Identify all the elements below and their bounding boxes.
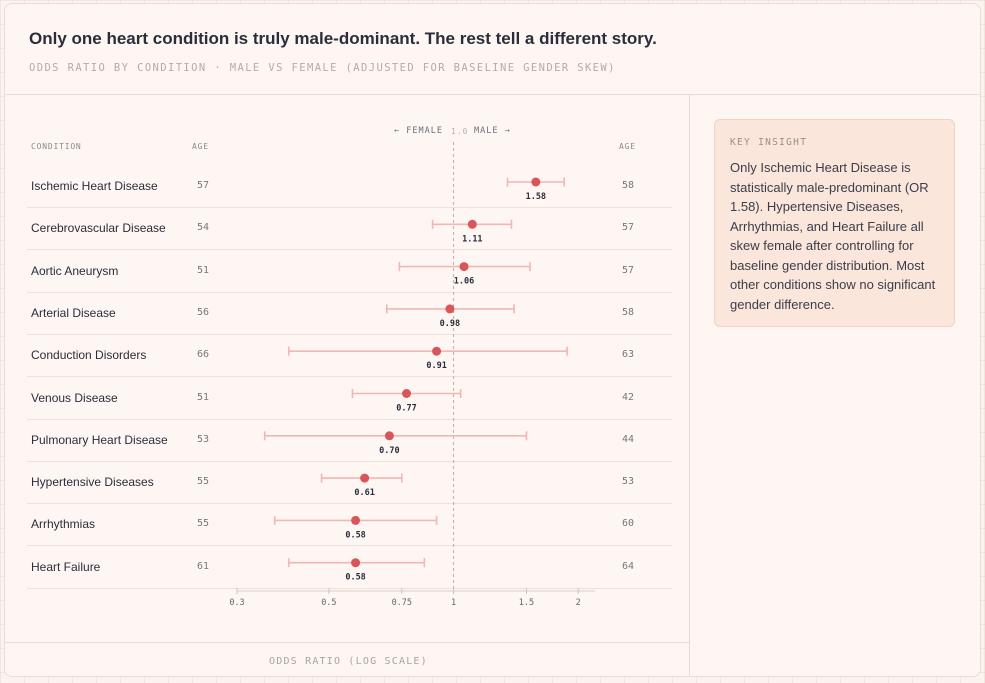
odds-ratio-label: 0.58 <box>345 530 365 540</box>
chart-subtitle: ODDS RATIO BY CONDITION · MALE VS FEMALE… <box>29 62 616 74</box>
age-female-column-header: AGE <box>192 142 209 151</box>
odds-ratio-label: 0.58 <box>345 573 365 583</box>
condition-row: Hypertensive Diseases 55 53 <box>27 461 672 505</box>
condition-name: Ischemic Heart Disease <box>31 179 158 193</box>
x-tick-label: 2 <box>576 598 581 608</box>
odds-ratio-label: 0.98 <box>440 319 460 329</box>
condition-name: Arrhythmias <box>31 517 96 532</box>
age-female-value: 55 <box>197 518 210 530</box>
age-male-column-header: AGE <box>619 142 636 151</box>
odds-ratio-point <box>432 346 442 356</box>
condition-name: Arterial Disease <box>31 305 116 320</box>
age-female-value: 54 <box>197 222 210 234</box>
age-male-value: 53 <box>622 476 635 488</box>
condition-name: Cerebrovascular Disease <box>31 221 166 236</box>
condition-row: Ischemic Heart Disease 57 58 <box>27 165 672 208</box>
odds-ratio-point <box>467 219 477 229</box>
forest-plot-panel: CONDITION AGE AGE ← FEMALE 1.0 MALE → Is… <box>5 94 690 676</box>
chart-header: Only one heart condition is truly male-d… <box>5 4 980 95</box>
condition-column-header: CONDITION <box>31 142 82 151</box>
male-direction-label: MALE → <box>474 126 511 136</box>
x-tick-label: 0.75 <box>392 598 412 608</box>
age-female-value: 53 <box>197 433 210 445</box>
age-female-value: 51 <box>197 264 210 276</box>
key-insight-box: KEY INSIGHT Only Ischemic Heart Disease … <box>714 119 955 327</box>
odds-ratio-label: 0.70 <box>379 446 399 456</box>
x-axis-title: ODDS RATIO (LOG SCALE) <box>269 656 428 667</box>
odds-ratio-label: 1.06 <box>454 277 474 287</box>
condition-name: Aortic Aneurysm <box>31 263 119 278</box>
odds-ratio-label: 0.61 <box>354 488 374 498</box>
age-female-value: 51 <box>197 391 210 403</box>
key-insight-heading: KEY INSIGHT <box>730 137 808 148</box>
odds-ratio-point <box>531 177 541 187</box>
odds-ratio-point <box>384 431 394 441</box>
condition-name: Pulmonary Heart Disease <box>31 432 168 447</box>
condition-row: Pulmonary Heart Disease 53 44 <box>27 419 672 462</box>
odds-ratio-point <box>351 558 361 568</box>
insight-panel: KEY INSIGHT Only Ischemic Heart Disease … <box>690 94 980 676</box>
odds-ratio-label: 0.77 <box>396 404 416 414</box>
condition-row: Heart Failure 61 64 <box>27 546 672 589</box>
x-tick-label: 1.5 <box>519 598 534 608</box>
age-female-value: 55 <box>197 476 210 488</box>
reference-value-label: 1.0 <box>451 127 469 136</box>
odds-ratio-point <box>402 389 412 398</box>
odds-ratio-point <box>459 262 469 272</box>
condition-row: Arterial Disease 56 58 <box>27 292 672 335</box>
chart-title: Only one heart condition is truly male-d… <box>29 29 657 48</box>
x-axis-title-bar: ODDS RATIO (LOG SCALE) <box>5 642 689 676</box>
x-tick-label: 0.3 <box>229 598 244 608</box>
odds-ratio-label: 1.11 <box>462 234 482 244</box>
key-insight-text: Only Ischemic Heart Disease is statistic… <box>730 160 936 312</box>
age-male-value: 58 <box>622 180 635 191</box>
age-male-value: 63 <box>622 349 635 361</box>
age-male-value: 42 <box>622 391 635 403</box>
odds-ratio-label: 0.91 <box>426 361 446 371</box>
age-female-value: 56 <box>197 306 210 318</box>
condition-name: Hypertensive Diseases <box>31 475 154 490</box>
odds-ratio-point <box>360 473 370 483</box>
condition-name: Heart Failure <box>31 559 101 574</box>
age-female-value: 61 <box>197 560 210 572</box>
chart-card: Only one heart condition is truly male-d… <box>4 3 981 677</box>
female-direction-label: ← FEMALE <box>394 126 443 136</box>
forest-plot-svg: 0.3 0.5 0.75 1 1.5 2 1.58 1.11 1.06 0.98 0.91 0.77 0… <box>229 142 595 608</box>
odds-ratio-point <box>445 304 455 314</box>
condition-row: Arrhythmias 55 60 <box>27 503 672 547</box>
age-female-value: 57 <box>197 180 210 191</box>
age-male-value: 44 <box>622 433 635 445</box>
condition-row: Venous Disease 51 42 <box>27 377 672 420</box>
x-tick-label: 1 <box>451 598 456 608</box>
condition-row: Aortic Aneurysm 51 57 <box>27 250 672 293</box>
age-male-value: 60 <box>622 518 635 530</box>
age-male-value: 64 <box>622 560 635 572</box>
age-female-value: 66 <box>197 349 210 361</box>
odds-ratio-point <box>351 515 361 525</box>
x-tick-label: 0.5 <box>321 598 336 608</box>
condition-row: Cerebrovascular Disease 54 57 <box>27 207 672 251</box>
odds-ratio-label: 1.58 <box>526 192 546 202</box>
condition-row: Conduction Disorders 66 63 <box>27 334 672 378</box>
age-male-value: 58 <box>622 306 635 318</box>
age-male-value: 57 <box>622 222 635 234</box>
condition-name: Venous Disease <box>31 390 118 405</box>
condition-name: Conduction Disorders <box>31 348 147 363</box>
age-male-value: 57 <box>622 264 635 276</box>
